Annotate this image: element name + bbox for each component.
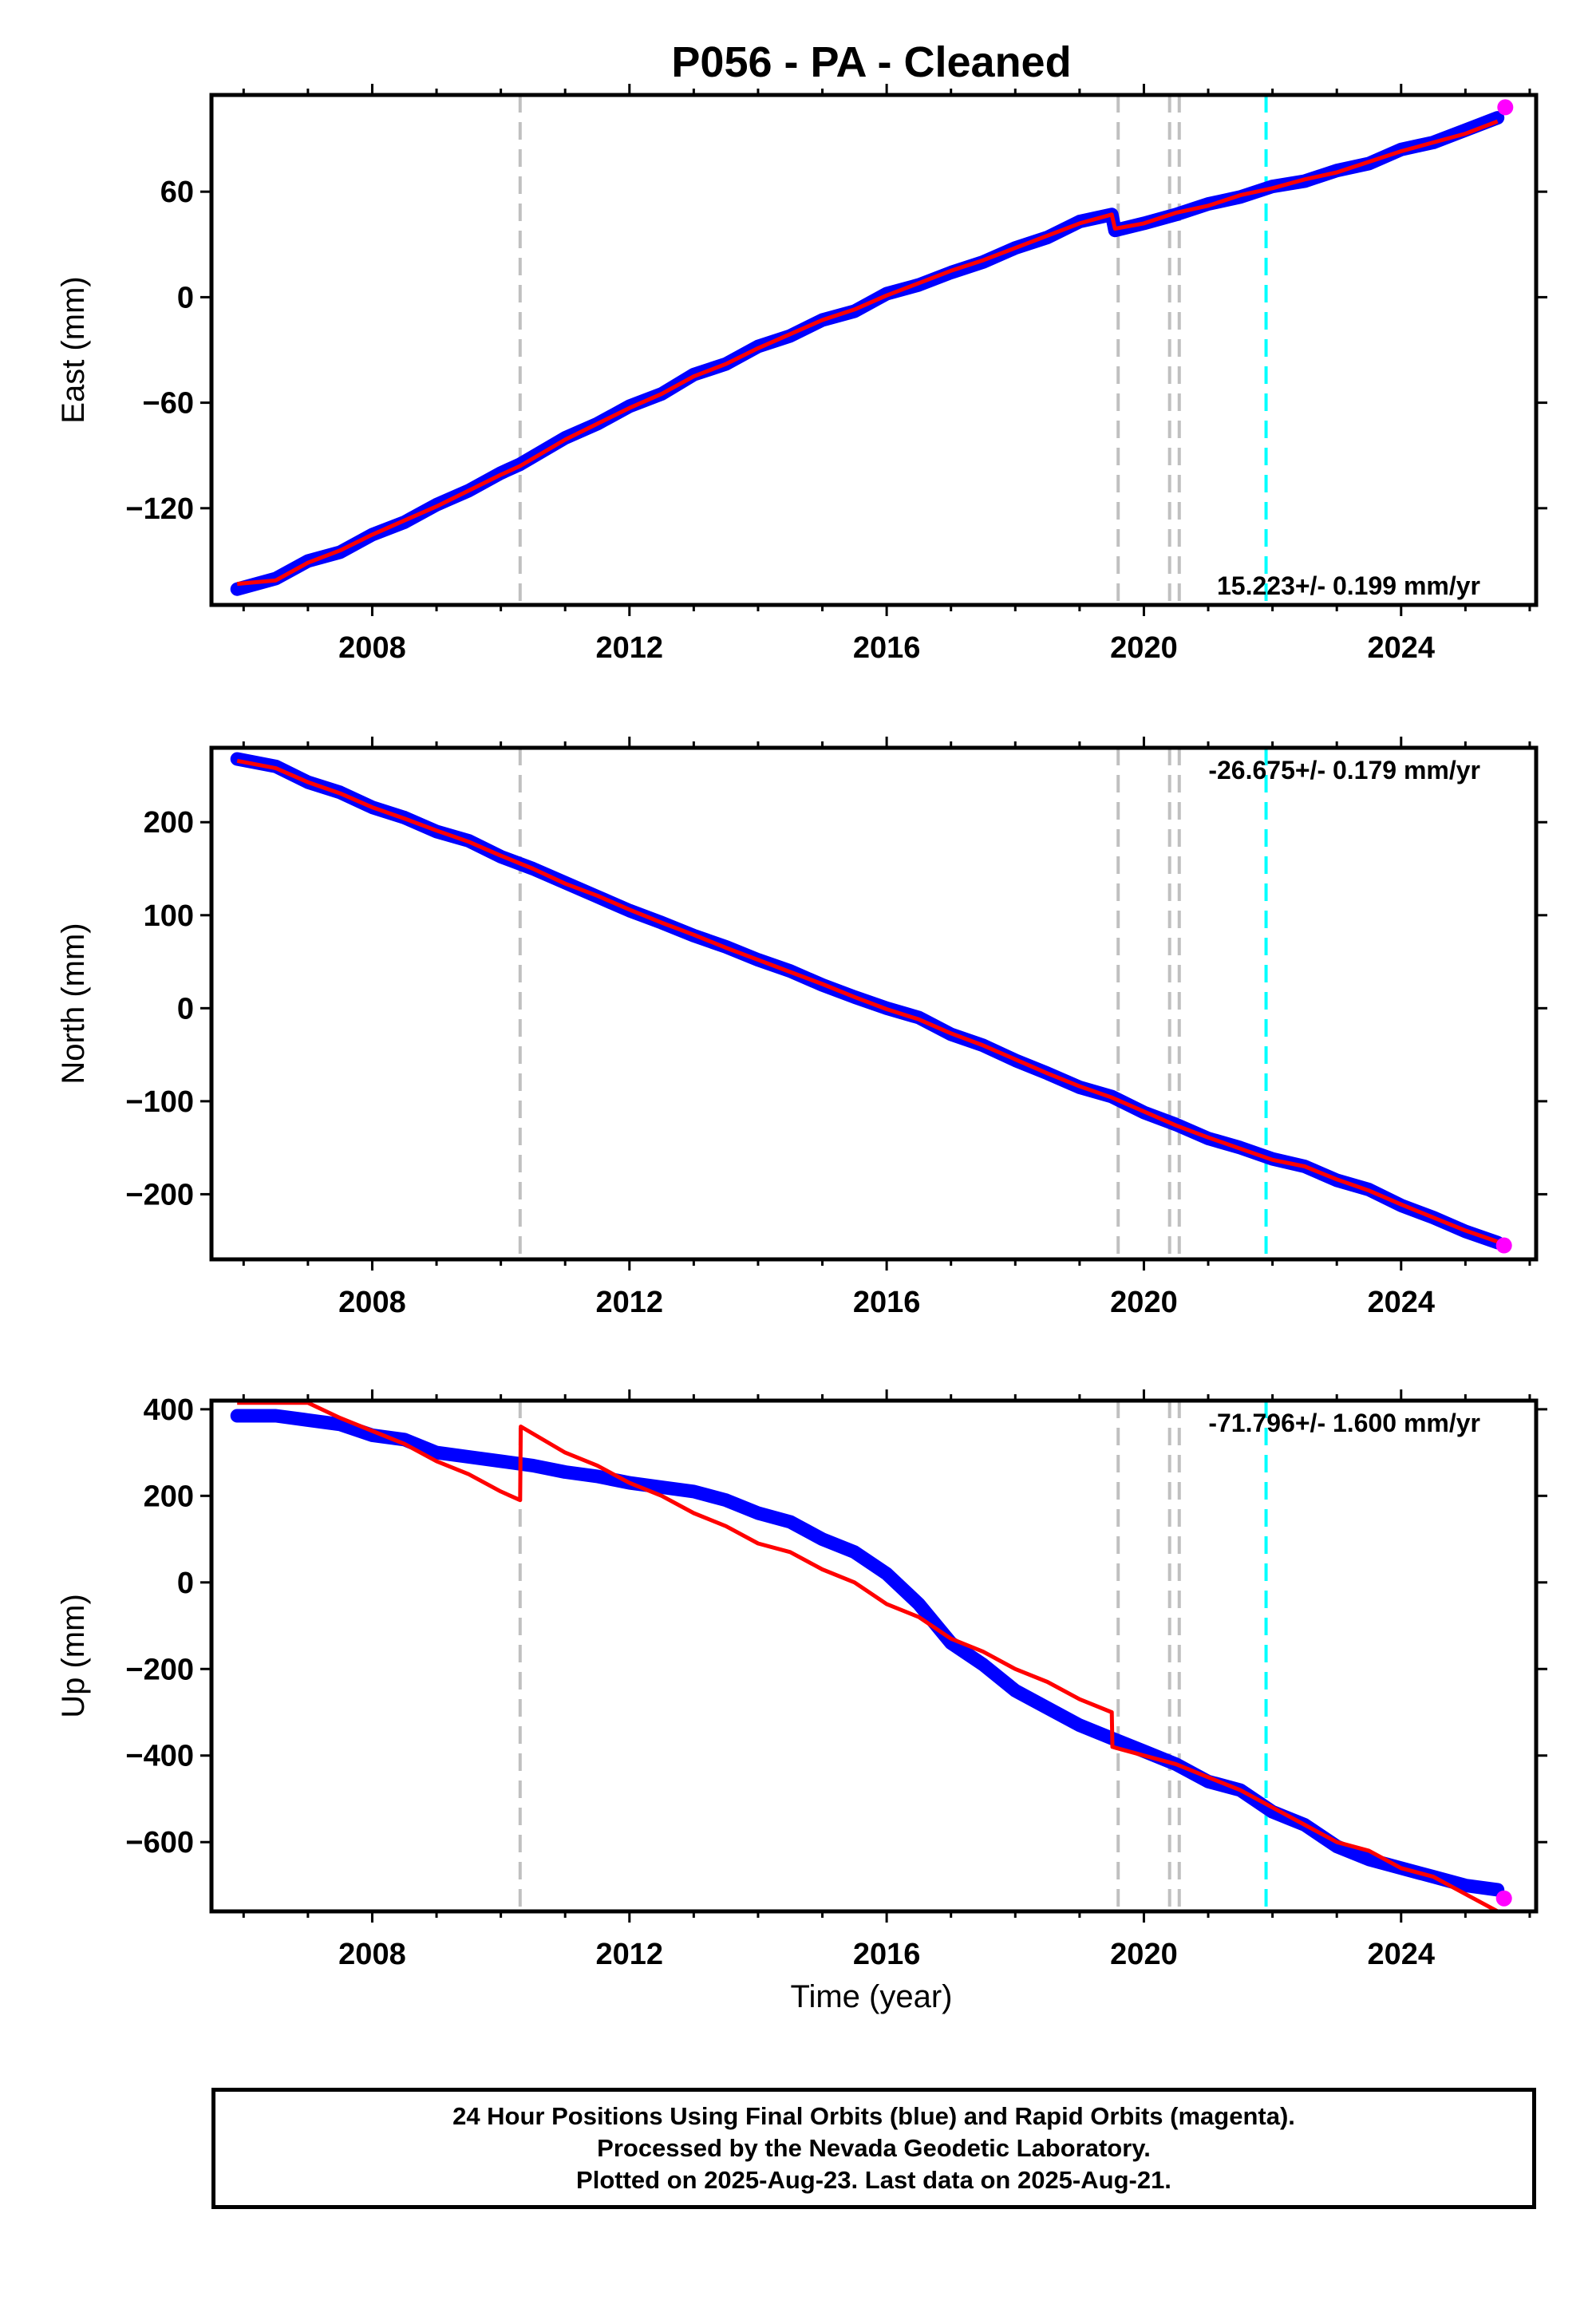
final-orbits-series [230, 111, 1505, 596]
panel-north: 2008 2012 2016 2020 2024 −200 −100 0 100 200 North… [56, 737, 1547, 1319]
y-tick-label: −60 [143, 387, 194, 421]
x-tick-label: 2020 [1110, 1286, 1178, 1319]
plot-area-north [230, 748, 1505, 1259]
rate-annotation: -26.675+/- 0.179 mm/yr [1208, 756, 1480, 785]
y-tick-label: 0 [177, 281, 194, 314]
footer-line-2: Processed by the Nevada Geodetic Laborat… [597, 2134, 1151, 2162]
model-fit-line [237, 1401, 1499, 1911]
y-tick-label: 60 [160, 176, 194, 209]
y-tick-label: −120 [125, 492, 194, 526]
x-tick-label: 2020 [1110, 631, 1178, 665]
y-tick-label: 200 [144, 1480, 194, 1513]
y-tick-label: −200 [125, 1178, 194, 1211]
panel-up: 2008 2012 2016 2020 2024 −600 −400 −200 0 200 400 U… [56, 1389, 1547, 1971]
x-tick-label: 2024 [1368, 631, 1436, 665]
x-tick-label: 2024 [1368, 1286, 1436, 1319]
model-fit-line [236, 119, 1499, 587]
footer-box: 24 Hour Positions Using Final Orbits (bl… [211, 2088, 1536, 2209]
y-tick-label: 200 [144, 806, 194, 840]
y-tick-label: 100 [144, 899, 194, 933]
rapid-orbits-point [1497, 99, 1514, 116]
y-tick-label: −200 [125, 1653, 194, 1686]
y-axis-label: Up (mm) [56, 1594, 91, 1718]
model-fit-line [236, 758, 1499, 1244]
rate-annotation: 15.223+/- 0.199 mm/yr [1217, 571, 1480, 600]
x-tick-label: 2008 [338, 1286, 406, 1319]
y-tick-label: −100 [125, 1085, 194, 1119]
x-tick-label: 2008 [338, 631, 406, 665]
footer-line-3: Plotted on 2025-Aug-23. Last data on 202… [576, 2166, 1171, 2194]
x-tick-label: 2012 [596, 1938, 664, 1971]
x-tick-label: 2016 [853, 1286, 921, 1319]
y-tick-label: 0 [177, 992, 194, 1026]
x-tick-label: 2012 [596, 631, 664, 665]
y-tick-label: −600 [125, 1826, 194, 1860]
y-axis-label: East (mm) [56, 276, 91, 423]
y-tick-label: 0 [177, 1567, 194, 1600]
final-orbits-series [230, 1409, 1505, 1897]
footer-line-1: 24 Hour Positions Using Final Orbits (bl… [452, 2102, 1295, 2130]
panel-frame [209, 1398, 1539, 1914]
x-tick-label: 2016 [853, 1938, 921, 1971]
panel-frame [209, 93, 1539, 607]
rate-annotation: -71.796+/- 1.600 mm/yr [1208, 1409, 1480, 1437]
x-tick-label: 2020 [1110, 1938, 1178, 1971]
y-tick-label: 400 [144, 1393, 194, 1427]
plot-area-east [230, 95, 1505, 605]
rapid-orbits-point [1495, 1237, 1512, 1254]
x-tick-label: 2012 [596, 1286, 664, 1319]
panel-frame [209, 745, 1539, 1262]
x-tick-label: 2024 [1368, 1938, 1436, 1971]
rapid-orbits-point [1495, 1890, 1512, 1907]
y-tick-label: −400 [125, 1740, 194, 1773]
y-axis-label: North (mm) [56, 923, 91, 1084]
chart-title: P056 - PA - Cleaned [671, 38, 1071, 86]
panel-east: 2008 2012 2016 2020 2024 −120 −60 0 60 East (mm) 1… [56, 84, 1547, 665]
x-tick-label: 2016 [853, 631, 921, 665]
x-tick-label: 2008 [338, 1938, 406, 1971]
x-axis-label: Time (year) [791, 1979, 953, 2014]
plot-area-up [230, 1401, 1505, 1911]
